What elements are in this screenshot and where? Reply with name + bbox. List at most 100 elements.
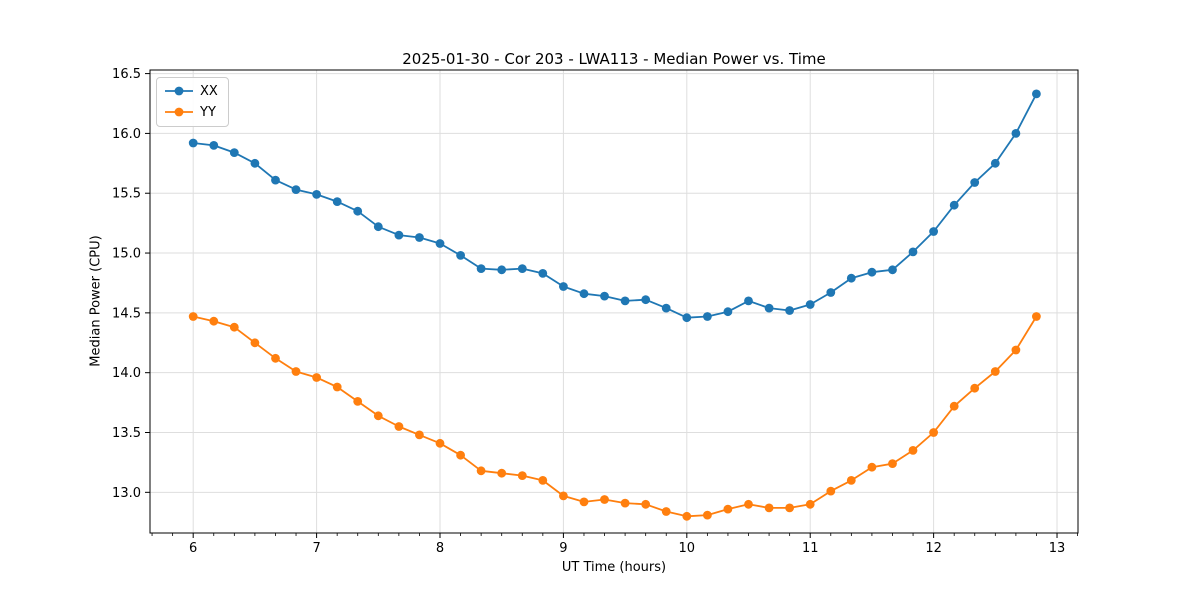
series-XX-marker (579, 289, 589, 299)
series-YY-marker (744, 499, 753, 509)
legend: XX YY (156, 77, 229, 127)
series-XX-marker (271, 175, 280, 185)
series-XX-marker (846, 273, 856, 283)
x-tick-label: 9 (559, 541, 567, 556)
y-tick-label: 13.0 (112, 486, 141, 501)
series-YY-marker (538, 476, 548, 485)
series-XX-marker (641, 295, 651, 305)
series-XX-marker (517, 264, 527, 273)
series-XX-marker (209, 141, 219, 150)
x-tick-label: 8 (436, 541, 444, 556)
legend-swatch (165, 107, 193, 117)
series-XX-marker (312, 190, 321, 199)
series-YY-marker (805, 499, 815, 509)
series-XX-marker (497, 265, 507, 275)
legend-line-marker-icon (164, 103, 194, 122)
x-tick-label: 13 (1049, 541, 1066, 556)
legend-line-marker-icon (164, 82, 194, 101)
legend-marker (174, 86, 184, 96)
chart-title: 2025-01-30 - Cor 203 - LWA113 - Median P… (402, 50, 826, 68)
y-tick-label: 13.5 (112, 426, 141, 441)
series-YY-marker (332, 382, 342, 392)
series-YY-marker (476, 466, 486, 476)
series-YY-marker (353, 397, 363, 406)
series-XX-marker (353, 206, 363, 216)
series-XX-marker (826, 288, 836, 297)
legend-label-yy: YY (200, 105, 216, 120)
series-XX-marker (661, 303, 671, 313)
series-YY-marker (826, 486, 836, 496)
series-XX-marker (600, 291, 609, 301)
series-YY-marker (846, 476, 856, 485)
series-YY-marker (888, 459, 897, 468)
series-XX-marker (744, 296, 753, 306)
x-tick-label: 7 (312, 541, 320, 556)
series-XX-marker (703, 312, 712, 321)
x-axis-label: UT Time (hours) (561, 560, 667, 575)
series-XX-marker (888, 265, 897, 275)
series-XX-marker (291, 185, 301, 195)
series-YY-marker (1011, 345, 1021, 355)
legend-item-xx: XX (164, 83, 218, 100)
series-YY-marker (188, 312, 198, 321)
series-XX-marker (415, 233, 424, 242)
series-YY-marker (600, 495, 609, 504)
series-YY-marker (1032, 312, 1041, 321)
series-XX-marker (435, 239, 445, 248)
series-XX-marker (805, 300, 815, 309)
series-XX-marker (188, 138, 198, 148)
series-YY-marker (456, 450, 465, 460)
x-tick-label: 6 (189, 541, 197, 556)
series-YY-marker (703, 510, 712, 520)
series-YY-marker (949, 401, 959, 411)
series-XX-marker (456, 251, 465, 260)
series-XX-marker (949, 200, 959, 210)
series-XX-marker (559, 282, 568, 291)
axes-spines (149, 69, 1079, 534)
legend-item-yy: YY (164, 104, 218, 121)
y-tick-label: 16.5 (112, 67, 141, 82)
legend-swatch (165, 86, 193, 96)
x-tick-label: 12 (925, 541, 942, 556)
x-tick-label: 11 (802, 541, 819, 556)
series-XX-marker (785, 306, 794, 315)
series-YY-marker (929, 428, 938, 437)
series-YY-marker (271, 353, 280, 363)
series-XX-marker (538, 269, 548, 278)
series-XX-marker (764, 303, 774, 313)
x-tick-label: 10 (679, 541, 696, 556)
series-XX-marker (394, 230, 404, 240)
series-YY-marker (620, 498, 630, 508)
series-YY-marker (559, 491, 568, 501)
series-YY-marker (908, 446, 918, 455)
series-YY-marker (394, 422, 404, 431)
series-YY-marker (970, 383, 980, 393)
series-YY-marker (209, 316, 219, 326)
series-XX-marker (1011, 129, 1021, 138)
series-YY-marker (373, 411, 383, 421)
series-XX-marker (970, 178, 980, 187)
series-XX-marker (929, 227, 938, 236)
series-XX-marker (990, 158, 1000, 168)
legend-marker (174, 107, 184, 117)
series-YY-marker (229, 322, 239, 332)
series-XX-marker (476, 264, 486, 273)
series-YY-marker (867, 462, 877, 472)
series-YY-marker (661, 507, 671, 516)
series-XX-marker (620, 296, 630, 306)
series-YY-marker (723, 504, 733, 514)
y-tick-label: 15.0 (112, 247, 141, 262)
series-YY-marker (312, 373, 321, 382)
series-YY-marker (764, 503, 774, 513)
series-XX-marker (1032, 89, 1041, 99)
y-tick-label: 16.0 (112, 127, 141, 142)
series-YY-marker (291, 367, 301, 376)
series-YY-marker (435, 438, 445, 448)
legend-label-xx: XX (200, 84, 218, 99)
series-YY-marker (990, 367, 1000, 376)
series-XX-marker (723, 307, 733, 317)
series-XX-marker (229, 148, 239, 158)
series-YY-marker (579, 497, 589, 507)
